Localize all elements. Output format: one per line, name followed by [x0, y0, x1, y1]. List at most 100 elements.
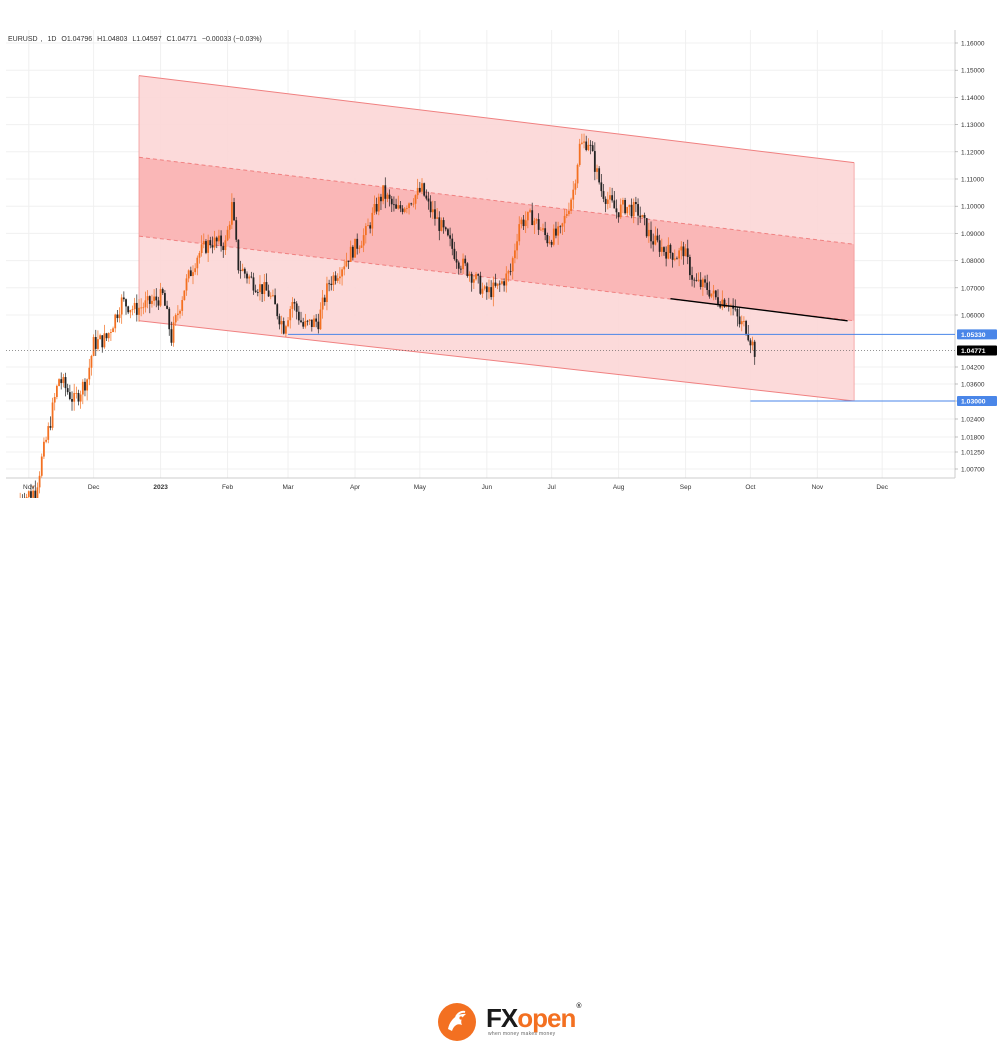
candle-body	[656, 235, 659, 241]
candle-body	[293, 302, 296, 304]
candle-body	[466, 263, 469, 277]
candle-body	[248, 276, 251, 279]
price-chart[interactable]: 1.16000 1.15000 1.14000 1.13000 1.12000 1.110…	[0, 0, 1000, 498]
candle-body	[457, 262, 460, 269]
candle-body	[237, 239, 240, 271]
candle-body	[738, 316, 741, 325]
candle-body	[723, 299, 726, 307]
candle-body	[602, 191, 605, 199]
candle-body	[287, 320, 289, 327]
candle-body	[667, 244, 670, 259]
candle-body	[734, 308, 737, 310]
candle-body	[375, 203, 378, 212]
candle-body	[583, 141, 585, 143]
candle-body	[349, 246, 352, 262]
candle-body	[408, 203, 410, 209]
candle-body	[291, 302, 294, 309]
brand-fx: FX	[486, 1003, 518, 1033]
candle-body	[94, 337, 97, 349]
candle-body	[678, 250, 681, 259]
channel-line-upper-inner	[138, 156, 855, 245]
candle-body	[166, 305, 168, 309]
price-tick-label: 1.00700	[961, 467, 985, 474]
candle-body	[51, 402, 54, 428]
candle-body	[38, 475, 41, 488]
candle-body	[503, 281, 506, 286]
candle-body	[235, 220, 238, 240]
candle-body	[295, 303, 298, 312]
candle-body	[654, 235, 657, 245]
candle-body	[323, 297, 326, 303]
candle-body	[112, 328, 114, 333]
candle-body	[382, 185, 385, 202]
channel-inner-band	[138, 157, 855, 321]
candle-body	[615, 208, 618, 213]
candle-body	[749, 340, 752, 346]
candle-body	[360, 245, 363, 248]
candle-body	[477, 274, 480, 276]
candle-body	[202, 241, 205, 245]
candle-body	[321, 297, 324, 310]
candle-body	[364, 226, 367, 236]
time-axis[interactable]: Nov Dec 2023 Feb Mar Apr May Jun Jul Aug Sep Oct Nov…	[23, 484, 889, 491]
time-tick-label: Mar	[282, 484, 294, 491]
price-tick-label: 1.14000	[961, 95, 985, 102]
candle-body	[721, 299, 724, 308]
candle-body	[574, 183, 577, 190]
timeframe-label[interactable]: 1D	[47, 36, 57, 43]
candle-body	[133, 302, 136, 310]
candle-body	[609, 195, 611, 200]
candle-body	[138, 307, 140, 315]
candle-body	[367, 225, 369, 227]
candle-body	[330, 283, 333, 286]
candle-body	[213, 237, 216, 248]
candle-body	[455, 259, 458, 263]
price-tick-label: 1.01250	[961, 450, 985, 457]
symbol-label[interactable]: EURUSD	[8, 36, 38, 43]
candle-body	[451, 238, 454, 249]
candle-body	[669, 244, 672, 254]
time-tick-label: Nov	[812, 484, 824, 491]
candle-body	[535, 219, 538, 221]
candle-body	[224, 240, 227, 251]
candle-body	[524, 220, 527, 227]
candle-body	[699, 279, 702, 287]
candle-body	[90, 355, 93, 368]
candle-body	[470, 273, 473, 283]
price-tick-label: 1.16000	[961, 41, 985, 48]
price-axis[interactable]: 1.16000 1.15000 1.14000 1.13000 1.12000 1.110…	[955, 0, 1000, 498]
candle-body	[135, 302, 138, 315]
candle-body	[485, 286, 488, 293]
candle-body	[658, 240, 661, 252]
candle-body	[118, 314, 121, 319]
candle-body	[561, 223, 564, 227]
candle-body	[660, 247, 663, 252]
price-tick-label: 1.03600	[961, 382, 985, 389]
candle-body	[157, 300, 160, 306]
candle-body	[313, 318, 315, 328]
candle-body	[505, 273, 508, 286]
candle-body	[611, 195, 614, 201]
registered-mark: ®	[576, 1003, 581, 1010]
candle-body	[36, 487, 39, 498]
candle-body	[328, 283, 331, 285]
candle-body	[539, 229, 542, 231]
price-tick-label: 1.11000	[961, 177, 984, 184]
candle-body	[239, 270, 242, 272]
candle-body	[526, 211, 529, 221]
candle-body	[272, 295, 274, 297]
candle-body	[211, 245, 214, 248]
candle-body	[97, 339, 99, 349]
candle-body	[246, 273, 248, 279]
candle-body	[617, 212, 620, 218]
candle-body	[215, 237, 218, 242]
candle-body	[695, 280, 698, 282]
brand-slogan: when money makes money	[488, 1031, 556, 1037]
candle-body	[557, 226, 560, 236]
time-tick-label: Nov	[23, 484, 35, 491]
candle-body	[25, 496, 28, 498]
candle-body	[488, 287, 490, 293]
candle-body	[189, 270, 192, 276]
candle-body	[181, 300, 184, 311]
candle-body	[663, 247, 665, 252]
